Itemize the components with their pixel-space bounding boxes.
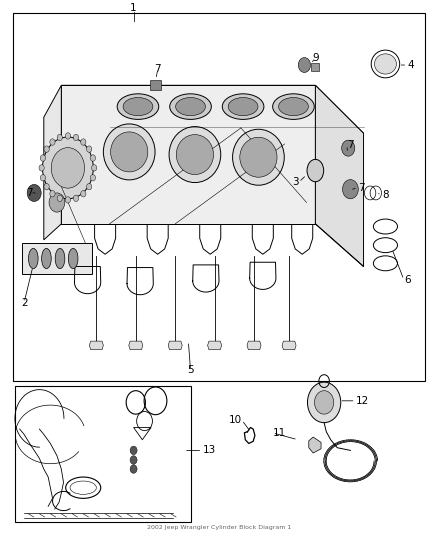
Ellipse shape xyxy=(272,94,314,119)
Ellipse shape xyxy=(123,98,153,116)
Circle shape xyxy=(81,191,86,197)
Ellipse shape xyxy=(103,124,155,180)
Circle shape xyxy=(39,165,44,171)
Ellipse shape xyxy=(176,98,205,116)
Polygon shape xyxy=(61,85,315,224)
Circle shape xyxy=(49,193,65,212)
Text: 2: 2 xyxy=(21,298,28,308)
Text: 7: 7 xyxy=(26,188,33,198)
Polygon shape xyxy=(22,243,92,274)
Circle shape xyxy=(90,175,95,181)
Ellipse shape xyxy=(42,248,51,269)
Text: 13: 13 xyxy=(202,446,215,455)
Text: 7: 7 xyxy=(358,183,364,192)
Text: 6: 6 xyxy=(404,275,410,285)
Circle shape xyxy=(27,184,41,201)
Circle shape xyxy=(92,165,97,171)
Text: 7: 7 xyxy=(154,64,161,74)
Ellipse shape xyxy=(68,248,78,269)
Circle shape xyxy=(81,139,86,145)
Ellipse shape xyxy=(170,94,212,119)
Circle shape xyxy=(74,195,79,201)
Text: 2002 Jeep Wrangler Cylinder Block Diagram 1: 2002 Jeep Wrangler Cylinder Block Diagra… xyxy=(147,526,291,530)
Text: 12: 12 xyxy=(356,396,369,406)
Polygon shape xyxy=(247,341,261,350)
Circle shape xyxy=(74,134,79,141)
Ellipse shape xyxy=(223,94,264,119)
Circle shape xyxy=(130,446,137,455)
Polygon shape xyxy=(282,341,296,350)
Text: 3: 3 xyxy=(292,177,299,187)
Circle shape xyxy=(65,133,71,139)
Ellipse shape xyxy=(233,130,284,185)
Text: 9: 9 xyxy=(312,53,319,62)
Text: 10: 10 xyxy=(229,415,242,425)
Polygon shape xyxy=(309,437,321,453)
Polygon shape xyxy=(168,341,182,350)
Circle shape xyxy=(87,146,92,152)
Text: 5: 5 xyxy=(187,366,194,375)
Polygon shape xyxy=(61,85,364,133)
Ellipse shape xyxy=(169,126,221,182)
Polygon shape xyxy=(129,341,143,350)
Circle shape xyxy=(343,180,358,199)
Circle shape xyxy=(298,58,311,72)
Circle shape xyxy=(40,175,46,181)
Ellipse shape xyxy=(176,134,214,175)
Text: 11: 11 xyxy=(272,428,286,438)
Polygon shape xyxy=(44,85,61,240)
Text: 1: 1 xyxy=(130,3,137,13)
Bar xyxy=(311,63,319,71)
Ellipse shape xyxy=(55,248,65,269)
Polygon shape xyxy=(208,341,222,350)
Text: 7: 7 xyxy=(347,140,353,150)
Circle shape xyxy=(307,382,341,423)
Ellipse shape xyxy=(240,137,277,177)
Circle shape xyxy=(40,155,46,161)
Circle shape xyxy=(57,134,62,141)
Circle shape xyxy=(130,465,137,473)
Ellipse shape xyxy=(117,94,159,119)
Circle shape xyxy=(44,183,49,190)
Bar xyxy=(13,13,425,381)
Bar xyxy=(150,80,161,90)
Polygon shape xyxy=(89,341,103,350)
Circle shape xyxy=(50,191,55,197)
Circle shape xyxy=(50,139,55,145)
Ellipse shape xyxy=(28,248,38,269)
Circle shape xyxy=(65,197,71,203)
Circle shape xyxy=(90,155,95,161)
Circle shape xyxy=(87,183,92,190)
Polygon shape xyxy=(315,85,364,266)
Text: 8: 8 xyxy=(382,190,389,199)
Circle shape xyxy=(130,456,137,464)
Circle shape xyxy=(342,140,355,156)
Circle shape xyxy=(51,148,85,188)
Circle shape xyxy=(42,137,93,199)
Circle shape xyxy=(57,195,62,201)
Ellipse shape xyxy=(374,54,396,74)
Circle shape xyxy=(314,391,334,414)
Bar xyxy=(15,386,191,522)
Circle shape xyxy=(44,146,49,152)
Ellipse shape xyxy=(228,98,258,116)
Ellipse shape xyxy=(279,98,308,116)
Ellipse shape xyxy=(110,132,148,172)
Ellipse shape xyxy=(307,159,324,182)
Text: 4: 4 xyxy=(407,60,414,70)
